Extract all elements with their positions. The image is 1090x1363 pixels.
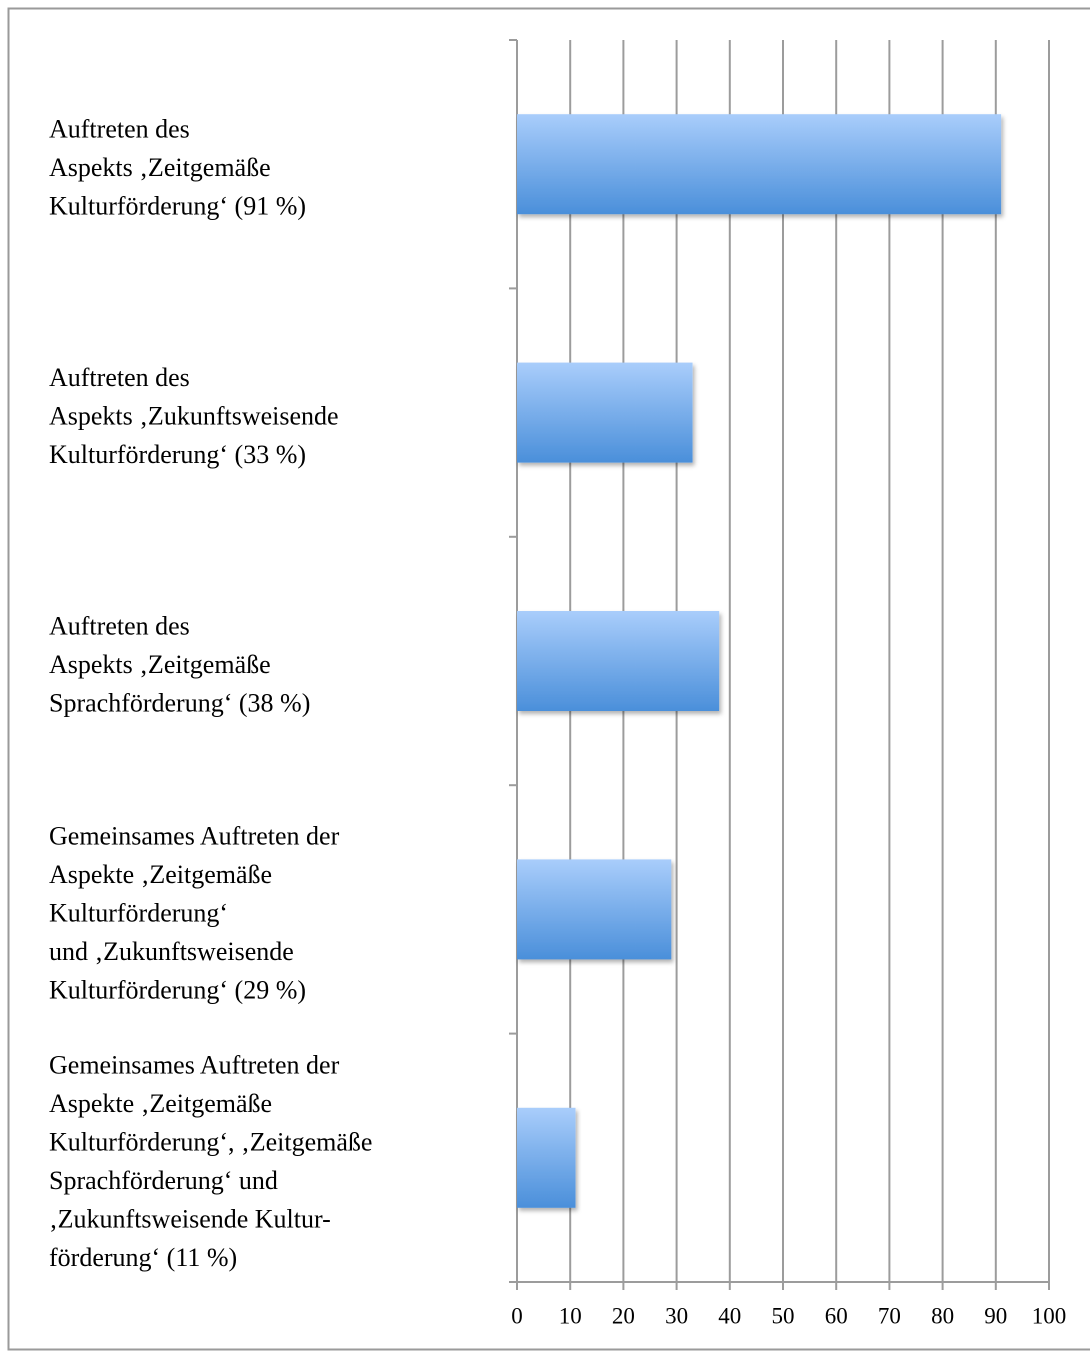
- x-tick-label: 0: [511, 1303, 523, 1328]
- x-tick-label: 50: [772, 1303, 795, 1328]
- category-label: Auftreten des: [49, 115, 190, 144]
- category-label: Kulturförderung‘ (33 %): [49, 440, 306, 469]
- bar: [517, 363, 693, 463]
- x-tick-label: 30: [665, 1303, 688, 1328]
- category-label: Aspekts ‚Zeitgemäße: [49, 153, 271, 182]
- x-tick-label: 90: [984, 1303, 1007, 1328]
- bar: [517, 611, 719, 711]
- x-tick-label: 100: [1032, 1303, 1067, 1328]
- category-label: Sprachförderung‘ und: [49, 1166, 278, 1195]
- bar: [517, 114, 1001, 214]
- category-label: Aspekte ‚Zeitgemäße: [49, 860, 272, 889]
- category-label: Aspekts ‚Zeitgemäße: [49, 650, 271, 679]
- category-label: Aspekte ‚Zeitgemäße: [49, 1089, 272, 1118]
- category-label: Sprachförderung‘ (38 %): [49, 688, 310, 717]
- category-label: Kulturförderung‘ (91 %): [49, 192, 306, 221]
- category-label: Kulturförderung‘ (29 %): [49, 975, 306, 1004]
- category-label: Kulturförderung‘, ‚Zeitgemäße: [49, 1128, 372, 1157]
- category-label: Gemeinsames Auftreten der: [49, 1051, 340, 1080]
- category-label: Auftreten des: [49, 611, 190, 640]
- bar: [517, 1108, 576, 1208]
- category-label: Auftreten des: [49, 363, 190, 392]
- category-label: ‚Zukunftsweisende Kultur-: [49, 1205, 331, 1234]
- category-label: Gemeinsames Auftreten der: [49, 821, 340, 850]
- bar: [517, 859, 671, 959]
- x-tick-label: 20: [612, 1303, 635, 1328]
- x-tick-label: 70: [878, 1303, 901, 1328]
- x-tick-label: 10: [559, 1303, 582, 1328]
- category-label: Aspekts ‚Zukunftsweisende: [49, 402, 339, 431]
- category-label: förderung‘ (11 %): [49, 1243, 237, 1272]
- x-tick-label: 40: [718, 1303, 741, 1328]
- x-tick-label: 80: [931, 1303, 954, 1328]
- category-label: und ‚Zukunftsweisende: [49, 937, 294, 966]
- x-tick-label: 60: [825, 1303, 848, 1328]
- category-label: Kulturförderung‘: [49, 898, 228, 927]
